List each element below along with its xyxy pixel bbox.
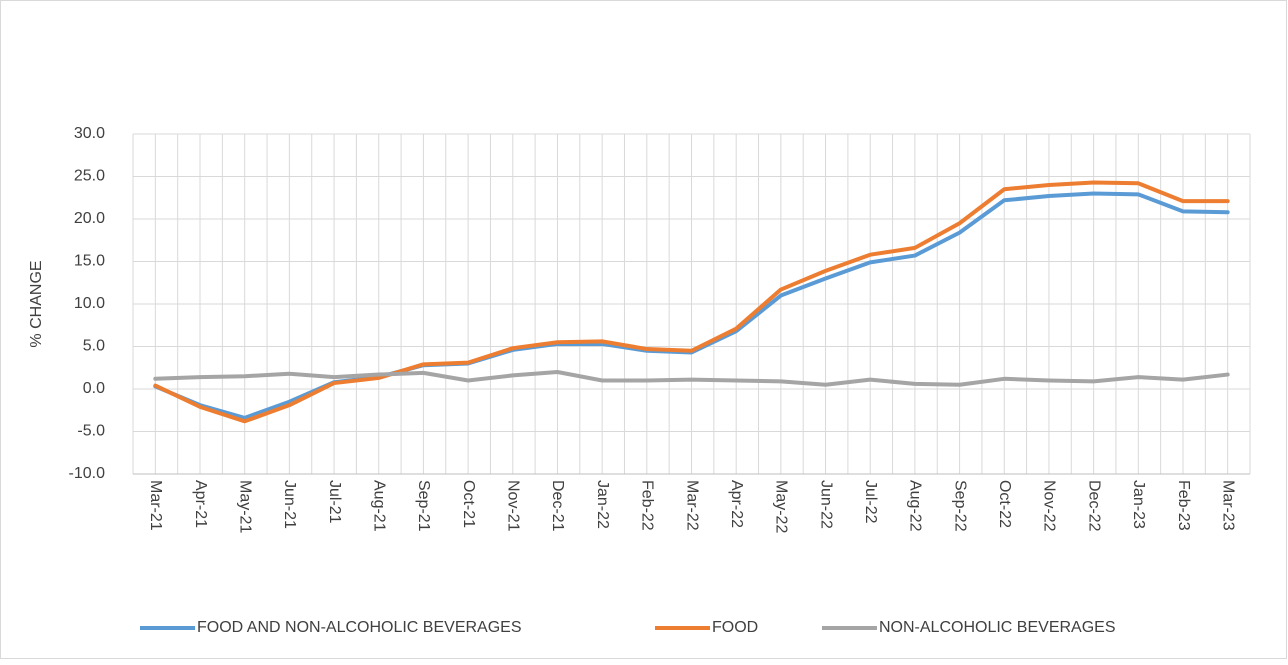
- x-tick-label: Nov-21: [505, 480, 522, 532]
- x-tick-label: Dec-21: [549, 480, 566, 532]
- x-tick-label: May-21: [236, 480, 253, 533]
- series-line: [153, 370, 1230, 387]
- x-tick-label: Jul-21: [326, 480, 343, 524]
- legend-label: NON-ALCOHOLIC BEVERAGES: [879, 619, 1116, 636]
- x-tick-label: May-22: [773, 480, 790, 533]
- x-tick-label: Jun-21: [281, 480, 298, 529]
- x-tick-label: Mar-21: [147, 480, 164, 531]
- y-tick-label: 15.0: [74, 253, 105, 270]
- x-tick-label: Sep-22: [951, 480, 968, 532]
- x-tick-label: Mar-22: [683, 480, 700, 531]
- x-tick-label: Mar-23: [1219, 480, 1236, 531]
- x-tick-label: Aug-21: [371, 480, 388, 532]
- y-tick-label: 30.0: [74, 125, 105, 142]
- x-tick-label: Jul-22: [862, 480, 879, 524]
- y-axis-label: % CHANGE: [28, 260, 45, 347]
- x-tick-label: Jun-22: [817, 480, 834, 529]
- x-tick-label: Nov-22: [1041, 480, 1058, 532]
- x-tick-label: Sep-21: [415, 480, 432, 532]
- y-tick-label: -5.0: [77, 423, 105, 440]
- y-tick-label: 25.0: [74, 168, 105, 185]
- x-tick-label: Aug-22: [907, 480, 924, 532]
- x-tick-label: Oct-22: [996, 480, 1013, 528]
- x-tick-label: Apr-21: [192, 480, 209, 528]
- legend-label: FOOD AND NON-ALCOHOLIC BEVERAGES: [197, 619, 522, 636]
- series-line: [153, 180, 1230, 424]
- y-tick-label: 5.0: [83, 338, 105, 355]
- y-tick-label: 0.0: [83, 380, 105, 397]
- x-tick-label: Jan-23: [1130, 480, 1147, 529]
- x-tick-label: Dec-22: [1085, 480, 1102, 532]
- y-tick-label: 10.0: [74, 295, 105, 312]
- x-tick-label: Apr-22: [728, 480, 745, 528]
- y-tick-label: -10.0: [69, 465, 106, 482]
- x-tick-label: Feb-22: [639, 480, 656, 531]
- legend-label: FOOD: [712, 619, 758, 636]
- x-tick-label: Oct-21: [460, 480, 477, 528]
- y-tick-label: 20.0: [74, 210, 105, 227]
- x-tick-label: Feb-23: [1175, 480, 1192, 531]
- x-tick-label: Jan-22: [594, 480, 611, 529]
